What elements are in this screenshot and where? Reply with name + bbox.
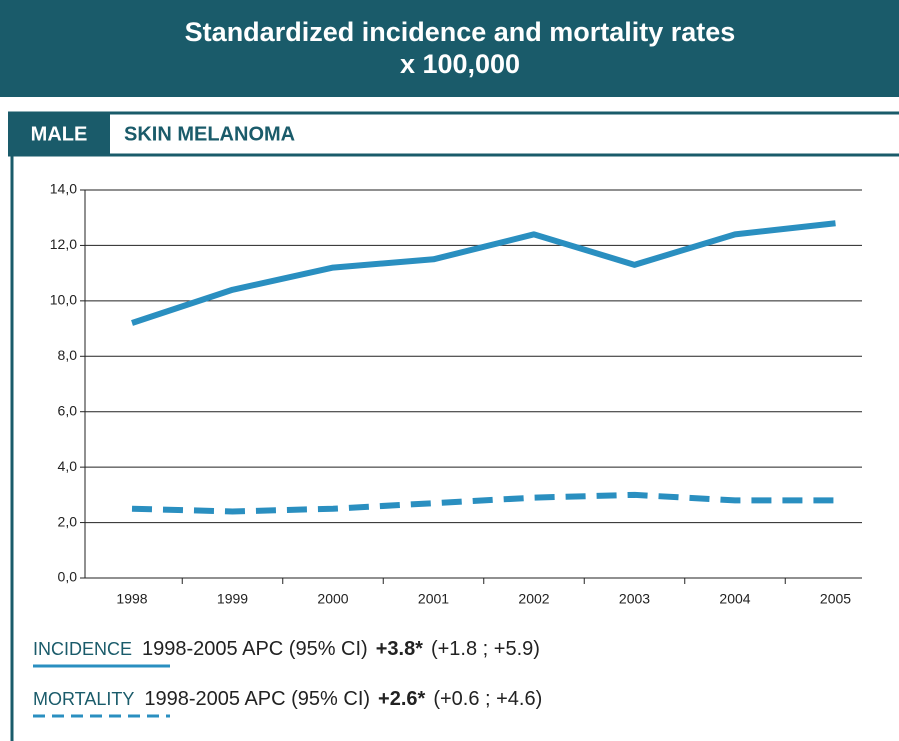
y-tick-label: 6,0 (58, 402, 78, 418)
x-tick-label: 2004 (719, 591, 750, 607)
x-tick-label: 2001 (418, 591, 449, 607)
legend-name: INCIDENCE (33, 639, 132, 659)
section-label: SKIN MELANOMA (124, 123, 295, 145)
x-tick-label: 2005 (820, 591, 851, 607)
series-line (131, 220, 836, 326)
legend-entry: MORTALITY 1998-2005 APC (95% CI) +2.6* (+0.… (33, 688, 542, 710)
apc-ci: (+0.6 ; +4.6) (433, 688, 542, 710)
chart-title: Standardized incidence and mortality rat… (185, 17, 736, 47)
chart-subtitle: x 100,000 (400, 49, 520, 79)
y-tick-label: 0,0 (58, 569, 78, 585)
apc-label: 1998-2005 APC (95% CI) (142, 638, 368, 660)
apc-label: 1998-2005 APC (95% CI) (144, 688, 370, 710)
x-tick-label: 1998 (116, 591, 147, 607)
y-tick-label: 2,0 (58, 513, 78, 529)
legend-entry: INCIDENCE 1998-2005 APC (95% CI) +3.8* (+1.… (33, 638, 540, 660)
apc-value: +3.8* (376, 638, 423, 660)
apc-value: +2.6* (378, 688, 425, 710)
y-tick-label: 10,0 (50, 292, 77, 308)
x-tick-label: 2003 (619, 591, 650, 607)
y-tick-label: 8,0 (58, 347, 78, 363)
y-tick-label: 4,0 (58, 458, 78, 474)
apc-ci: (+1.8 ; +5.9) (431, 638, 540, 660)
legend-name: MORTALITY (33, 689, 134, 709)
y-tick-label: 14,0 (50, 181, 77, 197)
series-line (131, 491, 836, 515)
y-tick-label: 12,0 (50, 236, 77, 252)
header-band (0, 0, 899, 97)
tab (8, 113, 110, 155)
x-tick-label: 1999 (217, 591, 248, 607)
tab-label: MALE (31, 123, 88, 145)
x-tick-label: 2002 (518, 591, 549, 607)
x-tick-label: 2000 (317, 591, 348, 607)
